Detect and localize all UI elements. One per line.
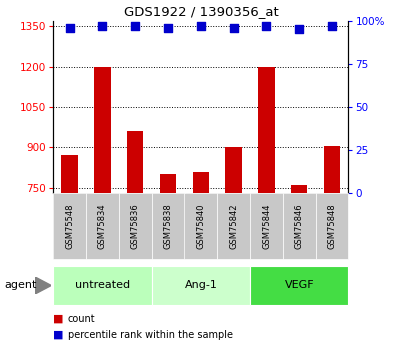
Bar bbox=[61, 156, 78, 193]
Bar bbox=[94, 67, 110, 193]
Bar bbox=[290, 185, 307, 193]
Text: GSM75548: GSM75548 bbox=[65, 203, 74, 249]
Bar bbox=[127, 131, 143, 193]
Point bbox=[295, 27, 302, 32]
Text: GSM75840: GSM75840 bbox=[196, 203, 205, 249]
Point bbox=[328, 23, 335, 29]
Text: Ang-1: Ang-1 bbox=[184, 280, 217, 290]
Point bbox=[99, 23, 106, 29]
Text: ■: ■ bbox=[53, 314, 64, 324]
Bar bbox=[225, 147, 241, 193]
Point bbox=[263, 23, 269, 29]
Point bbox=[164, 25, 171, 30]
Text: GSM75834: GSM75834 bbox=[98, 203, 107, 249]
Text: GSM75846: GSM75846 bbox=[294, 203, 303, 249]
Text: ■: ■ bbox=[53, 330, 64, 339]
Text: GSM75838: GSM75838 bbox=[163, 203, 172, 249]
Point bbox=[197, 23, 204, 29]
Point bbox=[66, 25, 73, 30]
Bar bbox=[323, 146, 339, 193]
Title: GDS1922 / 1390356_at: GDS1922 / 1390356_at bbox=[123, 5, 278, 18]
Text: agent: agent bbox=[4, 280, 36, 290]
Text: percentile rank within the sample: percentile rank within the sample bbox=[67, 330, 232, 339]
Bar bbox=[258, 67, 274, 193]
Text: VEGF: VEGF bbox=[284, 280, 313, 290]
Text: GSM75836: GSM75836 bbox=[130, 203, 139, 249]
Point bbox=[132, 23, 138, 29]
Text: untreated: untreated bbox=[75, 280, 130, 290]
Point bbox=[230, 25, 236, 30]
Text: count: count bbox=[67, 314, 95, 324]
Bar bbox=[192, 171, 209, 193]
Polygon shape bbox=[35, 277, 51, 294]
Text: GSM75848: GSM75848 bbox=[327, 203, 336, 249]
Text: GSM75844: GSM75844 bbox=[261, 203, 270, 249]
Bar bbox=[160, 174, 176, 193]
Text: GSM75842: GSM75842 bbox=[229, 203, 238, 249]
